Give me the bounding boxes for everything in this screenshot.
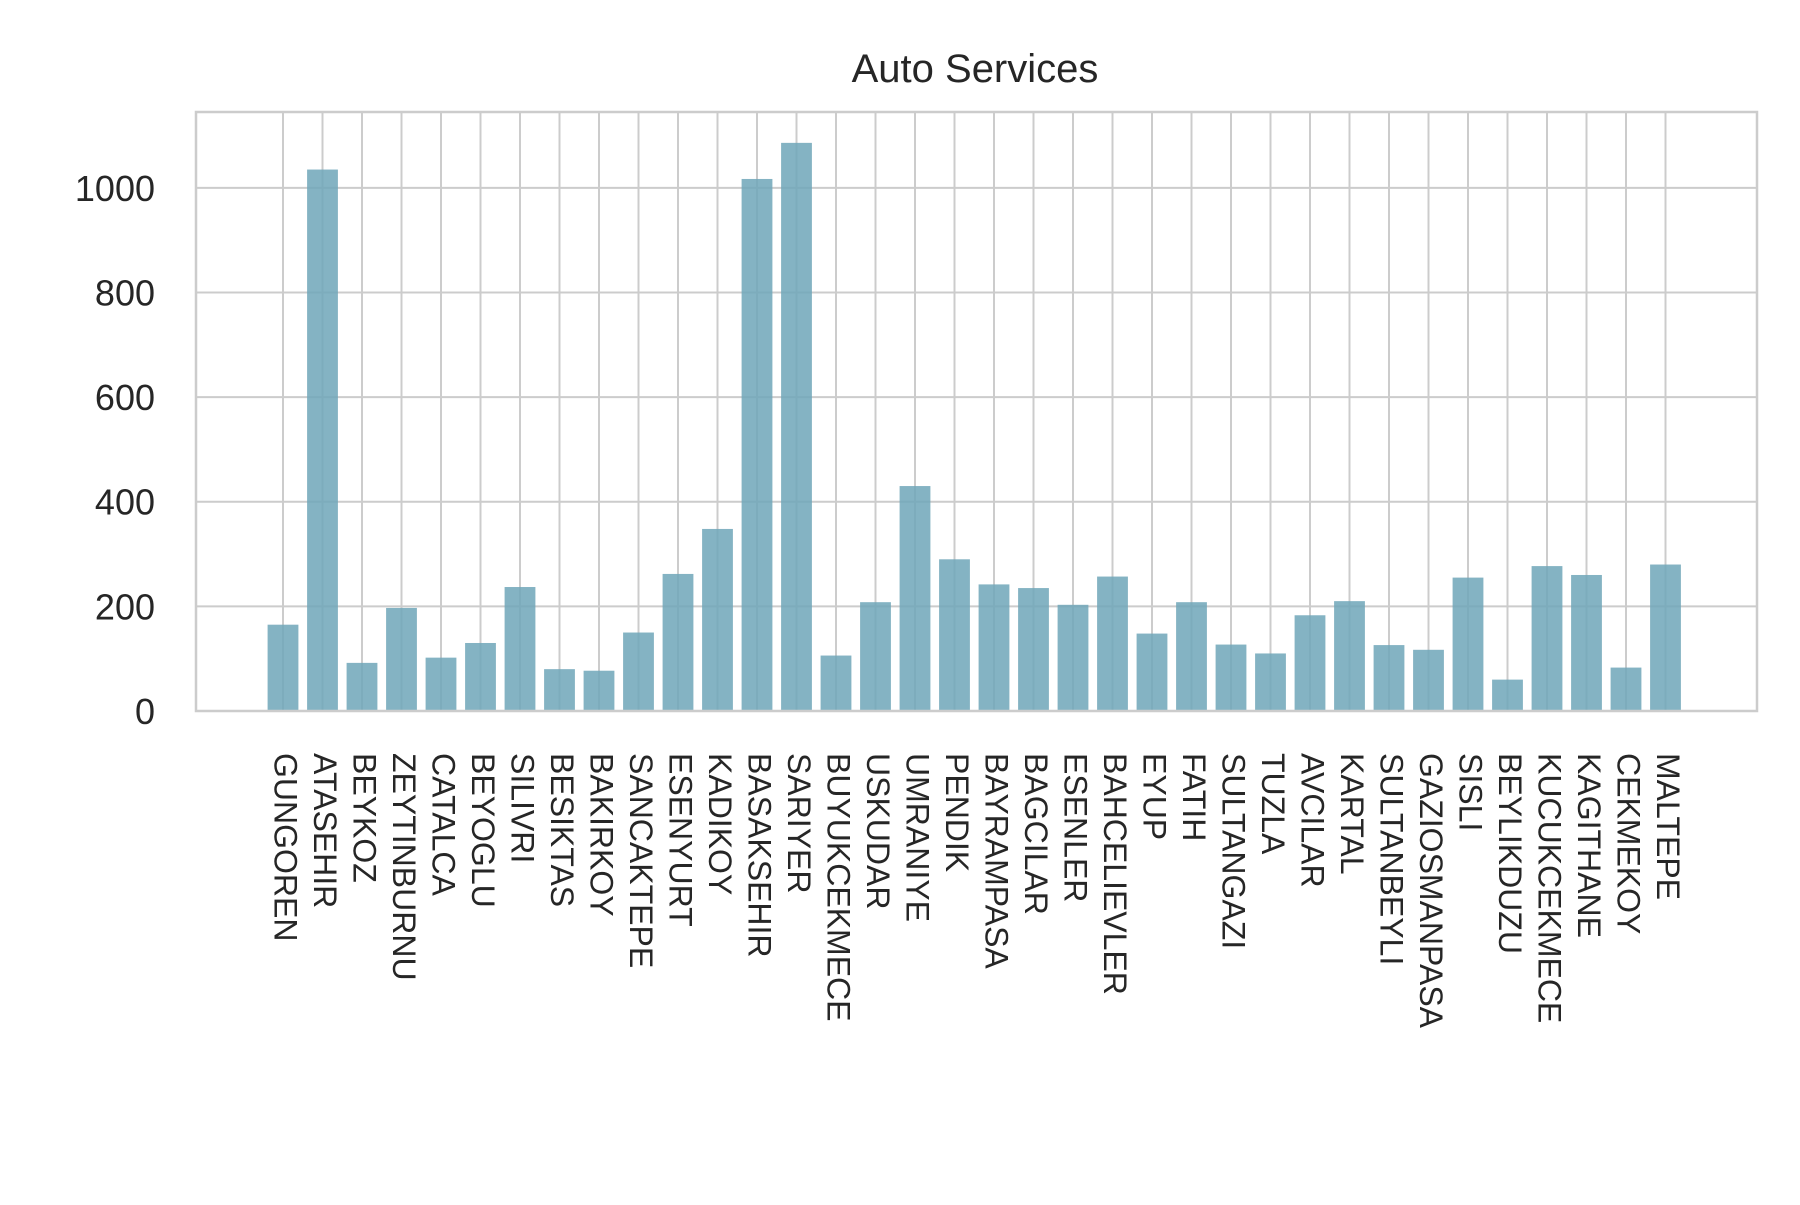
- x-tick-label: KAGITHANE: [1571, 753, 1607, 938]
- y-tick-label: 1000: [75, 168, 155, 209]
- x-tick-label: MALTEPE: [1650, 753, 1686, 900]
- x-tick-label: SILIVRI: [505, 753, 541, 863]
- x-tick-label: ESENYURT: [663, 753, 699, 927]
- bar-catalca: [425, 657, 457, 711]
- x-tick-label: PENDIK: [939, 753, 975, 872]
- bar-kucukcekmece: [1531, 566, 1563, 711]
- x-tick-label: BESIKTAS: [544, 753, 580, 907]
- bar-beyoglu: [465, 642, 496, 711]
- bar-zeytinburnu: [386, 607, 417, 711]
- y-tick-label: 200: [95, 586, 155, 627]
- y-tick-label: 600: [95, 377, 155, 418]
- plot-frame: [194, 110, 1759, 713]
- bar-tuzla: [1255, 653, 1286, 711]
- bar-eyup: [1136, 633, 1168, 711]
- bar-maltepe: [1650, 564, 1681, 711]
- bar-avcilar: [1294, 615, 1326, 711]
- x-tick-label: CEKMEKOY: [1611, 753, 1647, 934]
- bar-beykoz: [346, 662, 378, 711]
- x-tick-label: GAZIOSMANPASA: [1413, 753, 1449, 1029]
- x-tick-label: BEYOGLU: [465, 753, 501, 908]
- bar-kagithane: [1571, 574, 1602, 711]
- x-tick-label: SULTANBEYLI: [1374, 753, 1410, 965]
- x-tick-label: KUCUKCEKMECE: [1532, 753, 1568, 1023]
- x-tick-label: BAHCELIEVLER: [1097, 753, 1133, 995]
- x-tick-label: BUYUKCEKMECE: [821, 753, 857, 1022]
- x-tick-label: KARTAL: [1334, 753, 1370, 875]
- bar-gungoren: [267, 624, 299, 711]
- bar-sariyer: [781, 142, 812, 712]
- x-tick-label: SULTANGAZI: [1216, 753, 1252, 949]
- x-tick-label: KADIKOY: [702, 753, 738, 895]
- bar-gaziosmanpasa: [1413, 649, 1444, 711]
- x-tick-label: UMRANIYE: [900, 753, 936, 922]
- bar-esenler: [1057, 604, 1089, 711]
- bar-basaksehir: [741, 178, 773, 711]
- y-tick-labels: 0 200 400 600 800 1000: [75, 168, 155, 732]
- y-tick-label: 0: [135, 691, 155, 732]
- bar-sancaktepe: [623, 632, 654, 711]
- x-tick-label: CATALCA: [426, 753, 462, 897]
- bar-fatih: [1176, 602, 1207, 711]
- bar-atasehir: [307, 169, 338, 712]
- x-tick-label: BAYRAMPASA: [979, 753, 1015, 969]
- x-tick-label: ESENLER: [1058, 753, 1094, 902]
- bar-sultanbeyli: [1373, 645, 1405, 711]
- bar-silivri: [504, 587, 536, 711]
- chart-title: Auto Services: [852, 47, 1099, 91]
- x-tick-label: SANCAKTEPE: [623, 753, 659, 968]
- x-tick-label: BEYKOZ: [347, 753, 383, 883]
- bar-bakirkoy: [583, 670, 615, 711]
- x-tick-labels: GUNGOREN ATASEHIR BEYKOZ ZEYTINBURNU CATALCA…: [268, 753, 1687, 1029]
- x-tick-label: SISLI: [1453, 753, 1489, 831]
- x-tick-label: BAKIRKOY: [584, 753, 620, 917]
- x-tick-label: ZEYTINBURNU: [386, 753, 422, 981]
- bar-uskudar: [860, 602, 891, 711]
- bar-bahcelievler: [1097, 576, 1128, 711]
- bar-esenyurt: [662, 573, 694, 711]
- bar-besiktas: [544, 669, 575, 711]
- x-tick-label: AVCILAR: [1295, 753, 1331, 888]
- x-tick-label: SARIYER: [781, 753, 817, 893]
- x-tick-label: EYUP: [1137, 753, 1173, 840]
- x-tick-label: USKUDAR: [860, 753, 896, 909]
- x-tick-label: ATASEHIR: [307, 753, 343, 908]
- bar-kartal: [1334, 601, 1365, 711]
- y-tick-label: 800: [95, 272, 155, 313]
- bar-kadikoy: [702, 528, 733, 711]
- x-tick-label: FATIH: [1176, 753, 1212, 841]
- bar-buyukcekmece: [820, 655, 852, 711]
- x-tick-label: TUZLA: [1255, 753, 1291, 855]
- x-tick-label: BEYLIKDUZU: [1492, 753, 1528, 954]
- bars: [267, 142, 1681, 712]
- x-tick-label: BASAKSEHIR: [742, 753, 778, 958]
- bar-umraniye: [899, 486, 931, 711]
- bar-pendik: [939, 559, 970, 711]
- bar-sultangazi: [1215, 644, 1247, 711]
- x-tick-label: BAGCILAR: [1018, 753, 1054, 915]
- y-tick-label: 400: [95, 482, 155, 523]
- bar-sisli: [1452, 577, 1484, 711]
- bar-beylikduzu: [1492, 679, 1523, 711]
- bar-cekmekoy: [1610, 667, 1642, 711]
- grid: [196, 112, 1757, 712]
- x-tick-label: GUNGOREN: [268, 753, 304, 941]
- bar-bagcilar: [1018, 588, 1049, 711]
- bar-bayrampasa: [978, 584, 1010, 711]
